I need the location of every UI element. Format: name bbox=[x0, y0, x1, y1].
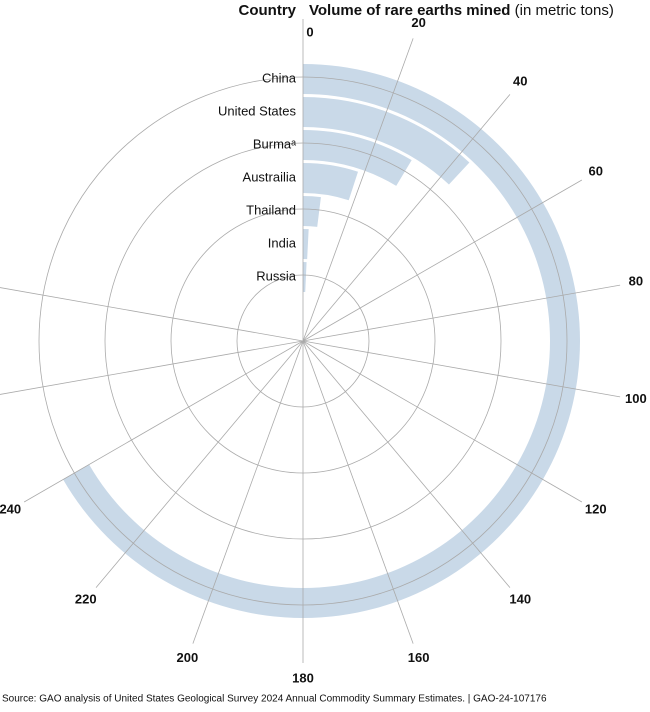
grid bbox=[0, 19, 621, 663]
x-tick-label: 20 bbox=[411, 15, 425, 30]
category-label: Austrailia bbox=[243, 169, 297, 184]
x-tick-label: 40 bbox=[513, 74, 527, 89]
x-tick-label: 220 bbox=[75, 591, 97, 606]
category-header: Country bbox=[239, 2, 297, 19]
grid-line bbox=[23, 340, 304, 503]
x-tick-label: 100 bbox=[625, 391, 647, 406]
grid-line bbox=[302, 340, 414, 644]
x-tick-label: 0 bbox=[306, 24, 313, 39]
grid-line bbox=[0, 340, 304, 395]
x-tick-label: 120 bbox=[585, 501, 607, 516]
x-tick-label: 60 bbox=[588, 163, 602, 178]
category-label: Russia bbox=[256, 268, 297, 283]
x-tick-label: 240 bbox=[0, 501, 21, 516]
x-tick-label: 200 bbox=[177, 650, 199, 665]
grid-line bbox=[302, 340, 583, 503]
grid-line bbox=[302, 179, 583, 342]
grid-line bbox=[302, 284, 621, 342]
source: Source: GAO analysis of United States Ge… bbox=[2, 694, 547, 705]
chart-title: Volume of rare earths mined (in metric t… bbox=[309, 2, 614, 19]
x-tick-label: 180 bbox=[292, 670, 314, 685]
bars bbox=[63, 64, 580, 618]
bar bbox=[303, 262, 307, 293]
grid-line bbox=[302, 94, 511, 342]
grid-line bbox=[302, 340, 511, 588]
bar bbox=[303, 97, 470, 185]
bar bbox=[303, 196, 321, 227]
bar bbox=[303, 130, 412, 186]
grid-line bbox=[192, 340, 304, 644]
grid-line bbox=[302, 340, 621, 398]
grid-line bbox=[95, 340, 304, 588]
grid-line bbox=[302, 38, 414, 342]
title: Volume of rare earths mined bbox=[309, 2, 510, 19]
category-label: Thailand bbox=[246, 202, 296, 217]
x-tick-label: 80 bbox=[629, 274, 643, 289]
bar bbox=[303, 229, 309, 260]
title-unit: (in metric tons) bbox=[515, 2, 614, 19]
category-label: United States bbox=[218, 103, 297, 118]
category-label: India bbox=[268, 235, 297, 250]
category-label: China bbox=[262, 70, 297, 85]
grid-line bbox=[0, 287, 304, 342]
bar bbox=[303, 163, 359, 201]
x-tick-label: 160 bbox=[408, 650, 430, 665]
x-tick-label: 140 bbox=[509, 591, 531, 606]
category-label: Burmaᵃ bbox=[253, 136, 296, 151]
